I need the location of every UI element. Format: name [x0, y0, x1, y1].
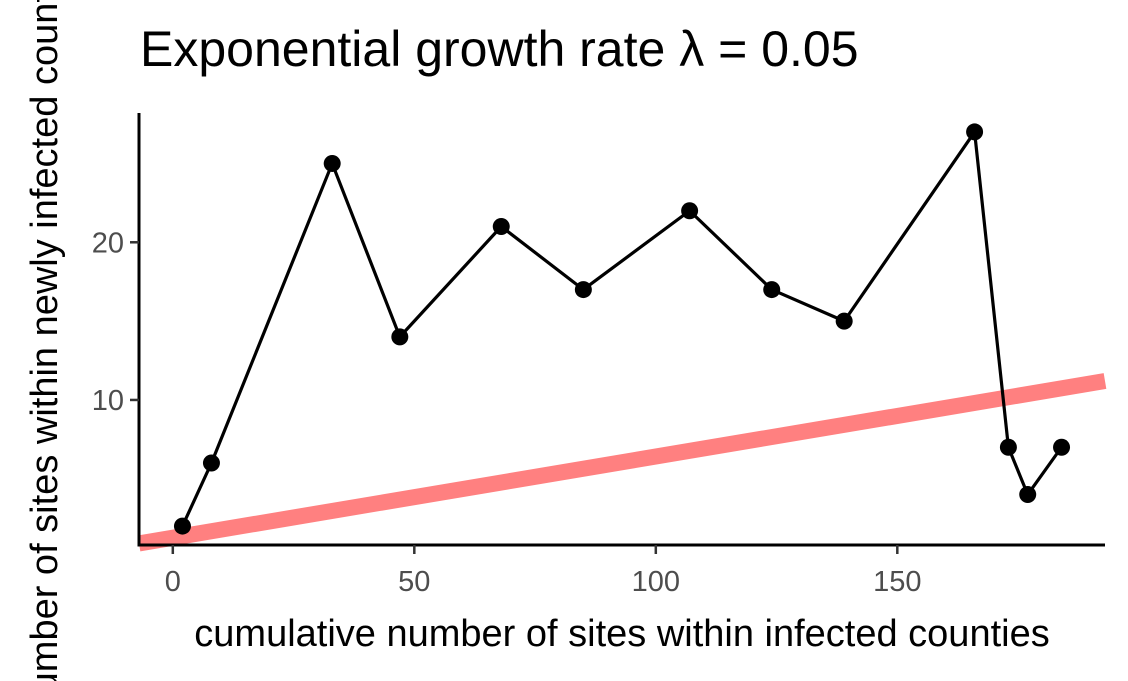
- data-point: [966, 123, 984, 141]
- x-tick-label: 0: [165, 566, 181, 598]
- y-axis-title: number of sites within newly infected co…: [24, 0, 66, 681]
- data-point: [763, 281, 781, 299]
- y-ticks: 10 20: [92, 227, 139, 417]
- data-point: [1053, 438, 1071, 456]
- data-point: [173, 517, 191, 535]
- data-point: [835, 312, 853, 330]
- x-tick-label: 150: [873, 566, 921, 598]
- data-point: [999, 438, 1017, 456]
- data-point: [323, 154, 341, 172]
- series-layer: [173, 123, 1071, 535]
- x-tick-label: 100: [632, 566, 680, 598]
- trend-line: [137, 373, 1107, 552]
- data-point: [202, 454, 220, 472]
- x-axis-title: cumulative number of sites within infect…: [194, 613, 1049, 655]
- chart-title: Exponential growth rate λ = 0.05: [140, 21, 859, 77]
- y-tick-label: 20: [92, 227, 124, 259]
- data-point: [574, 281, 592, 299]
- data-point: [1019, 486, 1037, 504]
- data-point: [391, 328, 409, 346]
- y-tick-label: 10: [92, 385, 124, 417]
- data-point: [492, 218, 510, 236]
- x-tick-label: 50: [398, 566, 430, 598]
- x-ticks: 0 50 100 150: [165, 545, 922, 598]
- data-point: [681, 202, 699, 220]
- trend-layer: [137, 373, 1107, 552]
- plot-area: [137, 123, 1107, 552]
